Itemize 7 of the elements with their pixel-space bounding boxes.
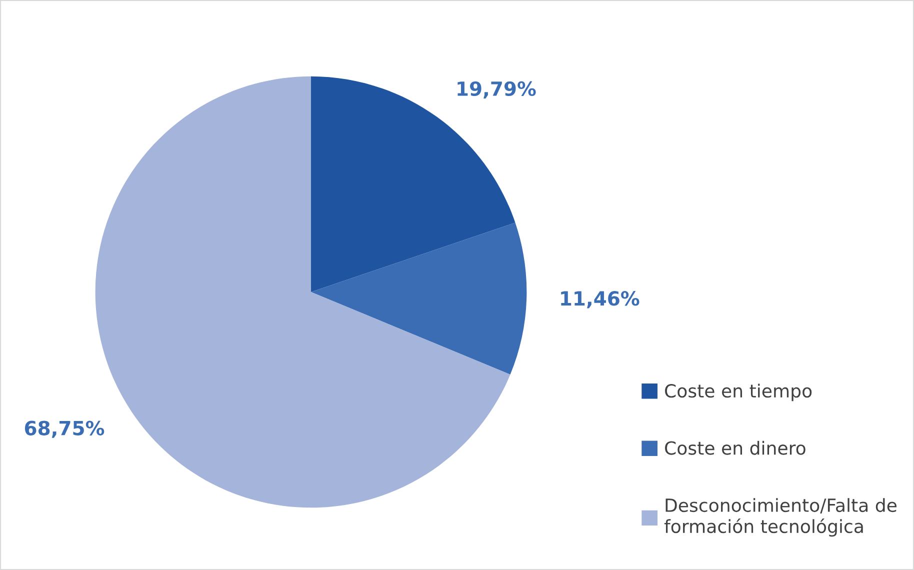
legend-label: Coste en dinero (665, 440, 806, 455)
legend-label: Coste en tiempo (665, 384, 812, 402)
data-label: 19,79% (458, 81, 536, 98)
legend-label: Desconocimiento/Falta de formación tecnológica (664, 498, 897, 537)
data-label: 11,46% (561, 291, 640, 308)
pie-slice (311, 222, 527, 375)
data-label: 68,75% (24, 420, 104, 438)
